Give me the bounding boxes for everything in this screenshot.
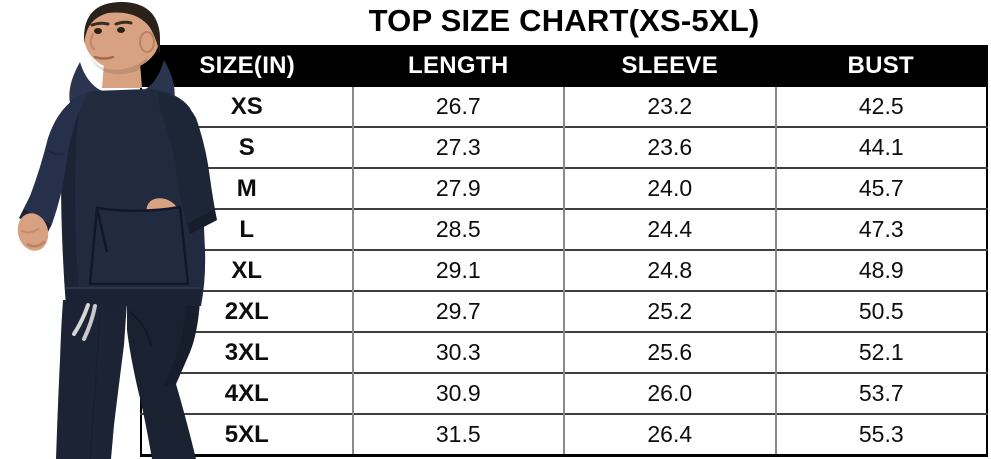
- sleeve-cell: 25.2: [563, 290, 776, 332]
- bust-cell: 53.7: [774, 372, 987, 414]
- sleeve-cell: 26.4: [563, 413, 776, 456]
- model-photo: [17, 2, 217, 459]
- bust-cell: 52.1: [774, 331, 987, 373]
- length-cell: 29.1: [351, 249, 564, 291]
- col-header-bust: BUST: [775, 45, 987, 87]
- length-cell: 30.9: [351, 372, 564, 414]
- length-cell: 26.7: [351, 87, 564, 127]
- table-row: XL 29.1 24.8 48.9: [141, 249, 987, 291]
- table-row: 5XL 31.5 26.4 55.3: [141, 413, 987, 456]
- col-header-sleeve: SLEEVE: [564, 45, 776, 87]
- table-row: S 27.3 23.6 44.1: [141, 126, 987, 168]
- sleeve-cell: 24.8: [563, 249, 776, 291]
- bust-cell: 55.3: [774, 413, 987, 456]
- length-cell: 27.3: [351, 126, 564, 168]
- sleeve-cell: 24.0: [563, 167, 776, 209]
- table-row: 2XL 29.7 25.2 50.5: [141, 290, 987, 332]
- length-cell: 31.5: [351, 413, 564, 456]
- bust-cell: 44.1: [774, 126, 987, 168]
- table-row: L 28.5 24.4 47.3: [141, 208, 987, 250]
- size-table-body: XS 26.7 23.2 42.5 S 27.3 23.6 44.1 M 27.…: [141, 87, 987, 456]
- bust-cell: 42.5: [774, 87, 987, 127]
- col-header-length: LENGTH: [352, 45, 564, 87]
- bust-cell: 50.5: [774, 290, 987, 332]
- sleeve-cell: 26.0: [563, 372, 776, 414]
- sleeve-cell: 25.6: [563, 331, 776, 373]
- table-header-row: SIZE(IN) LENGTH SLEEVE BUST: [141, 45, 987, 87]
- bust-cell: 45.7: [774, 167, 987, 209]
- sleeve-cell: 23.2: [563, 87, 776, 127]
- length-cell: 29.7: [351, 290, 564, 332]
- length-cell: 28.5: [351, 208, 564, 250]
- sleeve-cell: 24.4: [563, 208, 776, 250]
- length-cell: 27.9: [351, 167, 564, 209]
- table-row: 3XL 30.3 25.6 52.1: [141, 331, 987, 373]
- page-title: TOP SIZE CHART(XS-5XL): [368, 3, 760, 38]
- table-row: XS 26.7 23.2 42.5: [141, 87, 987, 127]
- sleeve-cell: 23.6: [563, 126, 776, 168]
- table-row: M 27.9 24.0 45.7: [141, 167, 987, 209]
- size-chart-table: SIZE(IN) LENGTH SLEEVE BUST XS 26.7 23.2…: [140, 45, 988, 457]
- col-header-size: SIZE(IN): [141, 45, 353, 87]
- bust-cell: 48.9: [774, 249, 987, 291]
- bust-cell: 47.3: [774, 208, 987, 250]
- table-row: 4XL 30.9 26.0 53.7: [141, 372, 987, 414]
- length-cell: 30.3: [351, 331, 564, 373]
